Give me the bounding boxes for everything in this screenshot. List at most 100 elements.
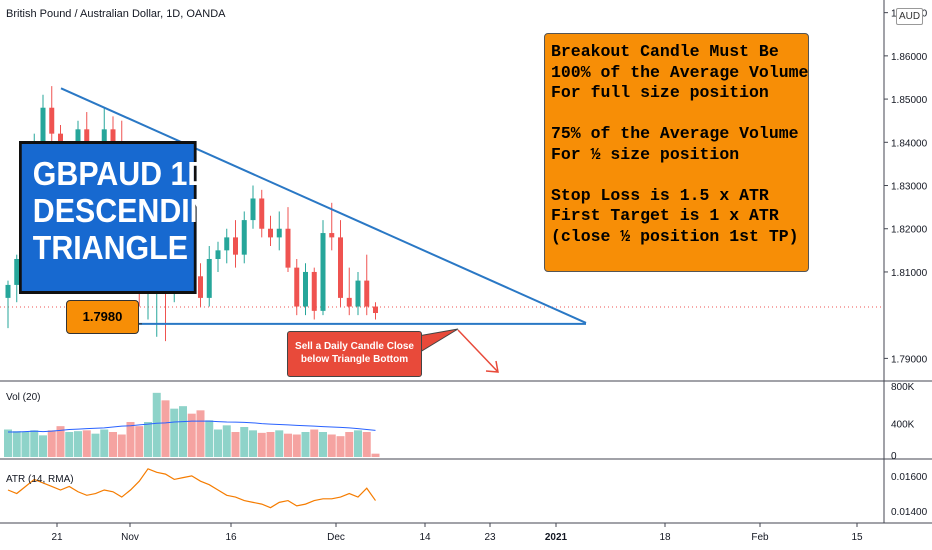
time-tick-label: 18 xyxy=(659,532,671,543)
candle xyxy=(49,86,55,143)
candle xyxy=(346,267,352,316)
candle xyxy=(355,271,361,316)
volume-bar xyxy=(214,429,222,457)
note-line: First Target is 1 x ATR xyxy=(551,206,779,225)
currency-badge[interactable]: AUD xyxy=(896,8,923,25)
price-tick-label: 1.85000 xyxy=(891,95,928,106)
volume-bar xyxy=(126,422,135,457)
time-tick-label: 23 xyxy=(484,532,496,543)
candle-body xyxy=(338,237,343,298)
volume-bar xyxy=(12,431,21,457)
candle-body xyxy=(364,280,370,307)
sell-line: below Triangle Bottom xyxy=(300,353,409,365)
candle-body xyxy=(294,267,300,307)
volume-bar xyxy=(91,433,100,457)
price-tick-label: 1.86000 xyxy=(891,52,928,63)
descending-trendline xyxy=(60,87,587,324)
time-tick-label: 16 xyxy=(225,532,237,543)
support-price-callout: 1.7980 xyxy=(66,300,139,334)
time-tick-label: 2021 xyxy=(545,532,568,543)
candle-body xyxy=(276,228,282,238)
volume-bar xyxy=(336,436,345,457)
volume-tick-label: 800K xyxy=(891,382,915,393)
volume-bar xyxy=(74,431,82,457)
overlays xyxy=(7,87,587,509)
time-tick-label: Dec xyxy=(327,532,345,543)
sell-callout-pointer xyxy=(417,328,459,353)
chart-title-box: GBPAUD 1D DESCENDING TRIANGLE xyxy=(19,141,236,294)
symbol-title: British Pound / Australian Dollar, 1D, O… xyxy=(6,8,226,20)
candle-body xyxy=(320,233,326,311)
volume-bar xyxy=(292,434,301,457)
candle xyxy=(276,211,282,251)
note-line xyxy=(551,165,802,186)
candle xyxy=(294,258,300,316)
last-price-pill: 1.80189 xyxy=(889,295,927,306)
candle-body xyxy=(198,276,203,298)
volume-bar xyxy=(371,453,380,457)
volume-bar xyxy=(170,408,179,457)
candle xyxy=(215,241,221,272)
sell-line: Sell a Daily Candle Close xyxy=(295,341,414,352)
volume-bar xyxy=(56,426,65,457)
atr-tick-label: 0.01400 xyxy=(891,507,928,518)
time-tick-label: Feb xyxy=(751,532,769,543)
volume-bar xyxy=(21,432,30,457)
volume-bar xyxy=(117,434,126,457)
title-line: DESCENDING xyxy=(32,191,236,229)
candle-body xyxy=(346,297,352,307)
candle xyxy=(364,254,370,316)
candle xyxy=(259,189,265,238)
candle-body xyxy=(373,306,378,314)
note-line: 75% of the Average Volume xyxy=(551,124,799,143)
candle-body xyxy=(75,129,81,151)
volume-bar xyxy=(179,406,187,457)
candle xyxy=(198,263,203,307)
candle xyxy=(311,267,317,320)
candle xyxy=(206,246,212,307)
candle-body xyxy=(259,198,265,229)
candle-body xyxy=(49,107,55,134)
title-line: TRIANGLE xyxy=(32,228,188,266)
candle xyxy=(233,220,238,268)
candle-body xyxy=(5,284,11,298)
volume-bar xyxy=(249,430,257,457)
volume-bar xyxy=(222,425,231,457)
candle xyxy=(250,185,256,229)
volume-bar xyxy=(109,432,117,457)
candle-body xyxy=(224,237,230,251)
volume-bar xyxy=(135,426,144,457)
candle xyxy=(5,280,11,329)
candle-body xyxy=(233,237,238,255)
price-tick-label: 1.83000 xyxy=(891,182,928,193)
volume-bar xyxy=(354,430,362,457)
volume-tick-label: 400K xyxy=(891,420,915,431)
candle-body xyxy=(250,198,256,221)
volume-bars xyxy=(4,392,380,457)
time-tick-label: Nov xyxy=(121,532,139,543)
candle xyxy=(338,220,343,307)
strategy-note-box: Breakout Candle Must Be 100% of the Aver… xyxy=(544,33,809,272)
candle xyxy=(241,211,247,264)
volume-pane-label: Vol (20) xyxy=(6,392,41,403)
volume-bar xyxy=(240,427,249,457)
volume-bar xyxy=(310,429,319,457)
volume-bar xyxy=(4,429,12,457)
volume-bar xyxy=(327,434,336,457)
volume-bar xyxy=(30,430,39,457)
candle xyxy=(303,263,308,316)
volume-bar xyxy=(187,413,196,457)
price-tick-label: 1.82000 xyxy=(891,225,928,236)
price-tick-label: 1.81000 xyxy=(891,268,928,279)
note-line: Breakout Candle Must Be xyxy=(551,42,779,61)
volume-bar xyxy=(39,435,47,457)
volume-ma-line xyxy=(8,420,376,433)
note-line: (close ½ position 1st TP) xyxy=(551,226,799,246)
atr-tick-label: 0.01600 xyxy=(891,472,928,483)
title-line: GBPAUD 1D xyxy=(32,155,210,192)
candle-body xyxy=(40,107,46,143)
volume-bar xyxy=(266,432,275,457)
volume-bar xyxy=(205,420,214,457)
candle xyxy=(224,228,230,264)
price-tick-label: 1.79000 xyxy=(891,354,928,365)
